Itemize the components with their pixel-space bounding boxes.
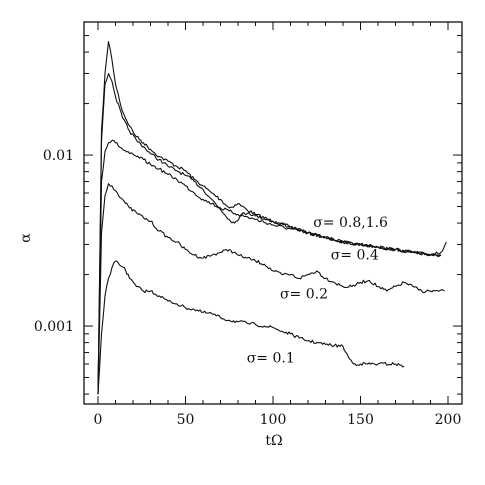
series-line-1	[97, 72, 442, 395]
series-annotation: σ= 0.2	[280, 286, 328, 302]
y-tick-label: 0.01	[43, 148, 74, 164]
series-line-4	[97, 260, 405, 395]
plot-frame	[83, 21, 463, 405]
series-annotation: σ= 0.8,1.6	[313, 215, 388, 231]
series-line-0	[97, 41, 447, 395]
x-tick-label: 200	[435, 412, 462, 428]
x-tick-label: 100	[260, 412, 287, 428]
series-line-3	[97, 183, 445, 395]
x-tick-label: 0	[94, 412, 103, 428]
series-lines	[97, 41, 447, 395]
x-tick-label: 150	[347, 412, 374, 428]
series-annotation: σ= 0.1	[247, 351, 295, 367]
annotations: σ= 0.8,1.6 σ= 0.4 σ= 0.2 σ= 0.1	[247, 215, 388, 367]
series-line-2	[97, 139, 441, 395]
y-axis-label: α	[18, 233, 34, 243]
x-tick-label: 50	[177, 412, 195, 428]
axes: 0 50 100 150 200 0.001 0.01	[34, 21, 463, 428]
series-annotation: σ= 0.4	[331, 247, 379, 263]
y-tick-label: 0.001	[34, 319, 74, 335]
x-axis-label: tΩ	[265, 433, 282, 449]
